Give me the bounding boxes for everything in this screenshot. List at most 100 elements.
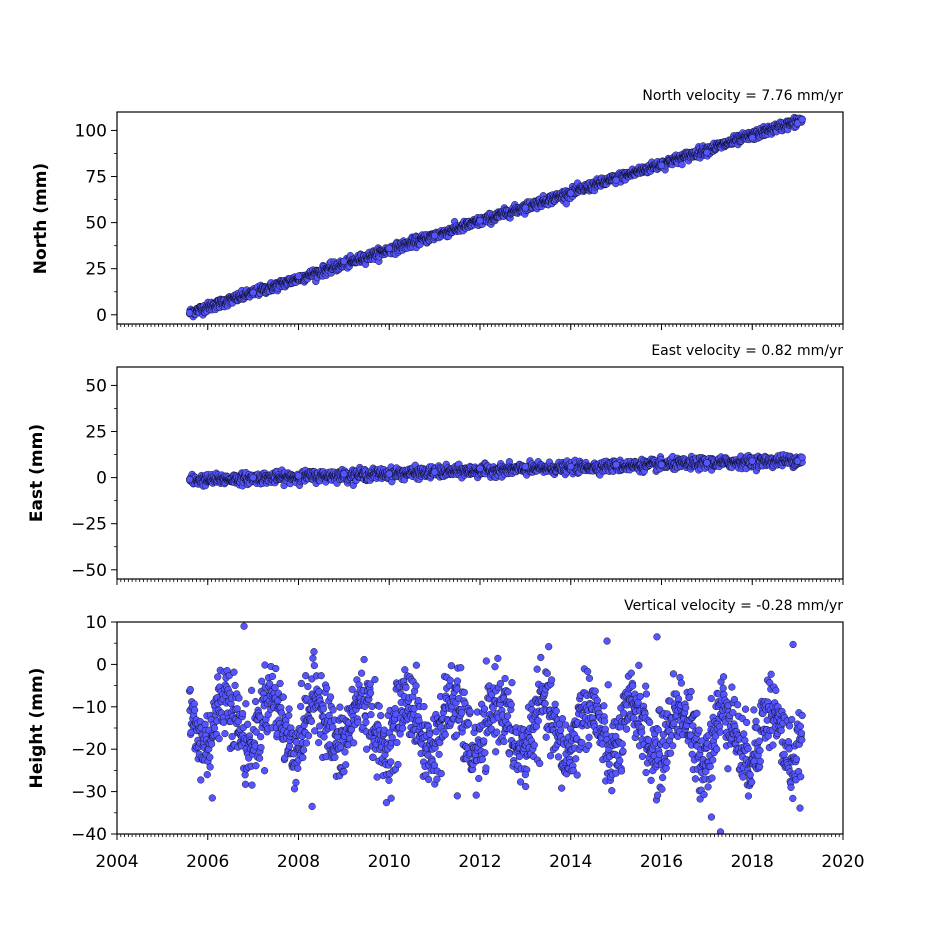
height-data-point	[552, 707, 560, 715]
east-data-point	[748, 457, 756, 465]
height-data-point	[584, 667, 592, 676]
height-panel: Vertical velocity = -0.28 mm/yr −40−30−2…	[27, 598, 844, 845]
height-data-point	[537, 653, 545, 662]
north-data-point	[612, 176, 620, 184]
height-data-point	[507, 701, 515, 709]
height-data-point	[207, 740, 216, 748]
north-data-point	[186, 309, 194, 317]
height-data-point	[230, 668, 238, 676]
height-data-point	[366, 689, 375, 697]
height-data-point	[491, 663, 499, 671]
height-data-point	[480, 705, 489, 713]
north-data-point	[657, 161, 666, 170]
height-data-point	[387, 794, 395, 802]
height-data-point	[446, 676, 454, 684]
height-data-point	[191, 706, 199, 714]
height-data-point	[457, 664, 465, 672]
height-data-point	[241, 771, 249, 779]
height-data-point	[252, 728, 260, 736]
height-data-point	[543, 669, 551, 677]
height-data-point	[239, 709, 247, 718]
height-data-point	[319, 705, 327, 713]
north-data-point	[521, 204, 529, 212]
height-data-point	[382, 799, 391, 807]
height-data-point	[302, 739, 311, 747]
height-data-point	[558, 784, 566, 792]
height-data-point	[541, 699, 549, 708]
height-data-point	[504, 688, 512, 696]
height-data-point	[493, 728, 501, 736]
height-data-point	[317, 672, 325, 680]
height-data-point	[572, 755, 580, 763]
east-data-point	[612, 461, 620, 469]
height-data-point	[261, 661, 269, 669]
east-y-tick-label: 50	[85, 376, 107, 396]
height-data-point	[501, 674, 509, 683]
height-data-point	[292, 738, 300, 746]
height-data-point	[329, 723, 337, 731]
height-data-point	[292, 778, 300, 787]
east-points	[186, 451, 806, 490]
height-data-point	[545, 643, 553, 651]
east-data-point	[340, 470, 348, 478]
height-data-point	[310, 648, 318, 656]
height-data-point	[315, 687, 323, 696]
north-y-tick-label: 100	[75, 121, 107, 141]
height-data-point	[260, 767, 269, 775]
height-data-point	[309, 654, 317, 662]
east-data-point	[567, 462, 575, 471]
height-data-point	[542, 733, 550, 741]
height-data-point	[203, 771, 211, 779]
height-data-point	[297, 702, 305, 711]
east-panel-title: East velocity = 0.82 mm/yr	[651, 343, 843, 359]
height-data-point	[231, 681, 239, 690]
height-data-point	[357, 669, 366, 677]
height-data-point	[375, 702, 383, 710]
height-data-point	[547, 676, 556, 684]
height-data-point	[453, 677, 462, 685]
height-data-point	[425, 775, 433, 784]
height-data-point	[363, 745, 371, 753]
height-data-point	[504, 712, 512, 720]
height-data-point	[336, 703, 344, 711]
east-data-point	[657, 461, 666, 469]
height-data-point	[342, 761, 350, 769]
height-data-point	[325, 711, 333, 720]
height-data-point	[371, 675, 379, 684]
height-data-point	[478, 755, 486, 764]
height-data-point	[420, 702, 428, 711]
height-data-point	[387, 758, 395, 766]
height-data-point	[235, 694, 243, 702]
height-data-point	[271, 683, 279, 692]
east-y-tick-label: 25	[85, 423, 107, 443]
height-data-point	[562, 721, 570, 729]
height-data-point	[337, 743, 345, 751]
height-data-point	[399, 724, 407, 732]
height-data-point	[311, 727, 319, 735]
height-data-point	[392, 710, 400, 718]
height-data-point	[402, 684, 410, 692]
height-data-point	[285, 711, 293, 720]
height-data-point	[412, 682, 420, 690]
east-data-point	[703, 459, 711, 467]
north-axes-frame	[116, 111, 844, 325]
height-data-point	[366, 680, 374, 688]
east-data-point	[385, 470, 393, 478]
east-axes-frame	[116, 366, 844, 580]
height-data-point	[393, 738, 401, 747]
east-y-tick-label: −50	[71, 561, 107, 581]
north-data-point	[476, 217, 484, 225]
height-data-point	[206, 763, 214, 771]
height-data-point	[234, 717, 242, 726]
height-data-point	[534, 717, 542, 725]
height-data-point	[369, 753, 377, 761]
height-data-point	[251, 697, 260, 706]
height-data-point	[326, 693, 335, 701]
height-data-point	[508, 679, 516, 687]
height-data-point	[294, 764, 302, 772]
height-data-point	[272, 664, 280, 673]
north-panel-title: North velocity = 7.76 mm/yr	[642, 88, 843, 104]
height-data-point	[585, 741, 593, 749]
